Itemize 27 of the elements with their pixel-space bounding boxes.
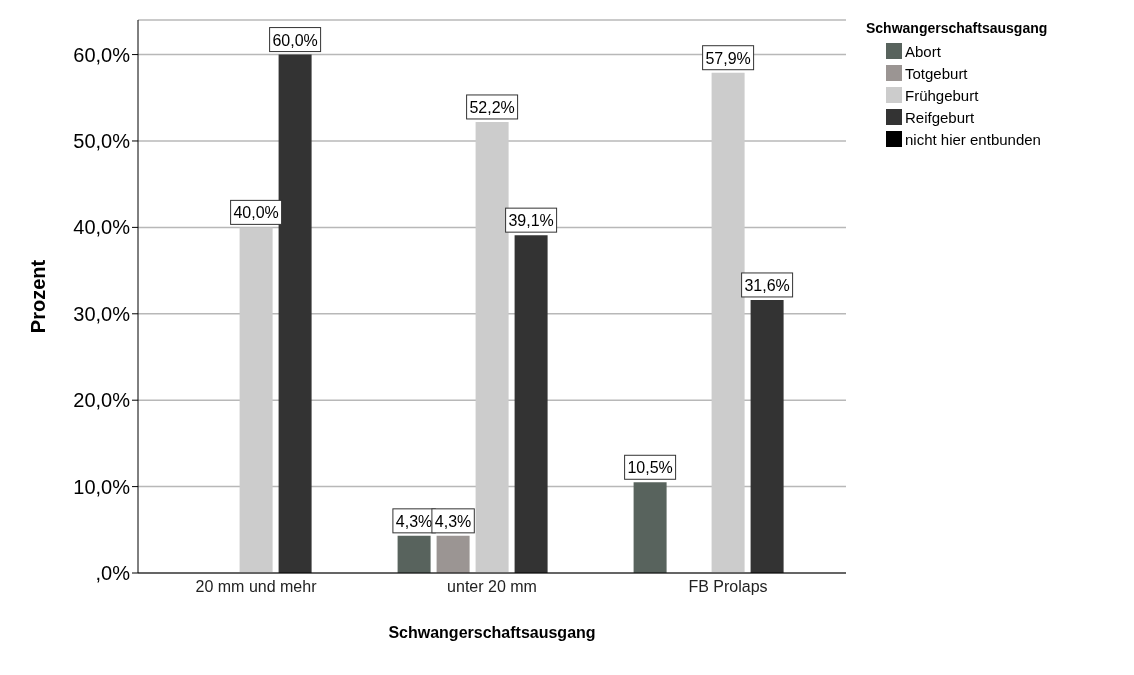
legend-label: Frühgeburt xyxy=(905,86,979,104)
legend-label: Reifgeburt xyxy=(905,108,975,126)
legend-label: Abort xyxy=(905,42,941,60)
data-label: 4,3% xyxy=(434,512,472,530)
y-tick-label: 10,0% xyxy=(73,475,131,498)
data-label: 31,6% xyxy=(744,276,790,294)
y-tick-label: 30,0% xyxy=(73,302,131,325)
y-tick-label: 50,0% xyxy=(73,130,131,153)
x-axis-title: Schwangerschaftsausgang xyxy=(388,624,596,641)
data-label: 39,1% xyxy=(508,212,554,230)
x-tick-label: 20 mm und mehr xyxy=(195,578,318,596)
x-tick-label: unter 20 mm xyxy=(447,578,537,596)
y-tick-label: ,0% xyxy=(95,562,131,585)
legend-title: Schwangerschaftsausgang xyxy=(866,20,1049,36)
data-label: 10,5% xyxy=(627,459,673,477)
data-label: 57,9% xyxy=(705,49,751,67)
data-label: 40,0% xyxy=(233,204,279,222)
y-tick-label: 60,0% xyxy=(73,43,131,66)
data-label: 4,3% xyxy=(395,512,433,530)
legend-label: Totgeburt xyxy=(905,64,968,82)
y-tick-label: 20,0% xyxy=(73,389,131,412)
x-tick-label: FB Prolaps xyxy=(688,578,768,596)
legend-label: nicht hier entbunden xyxy=(905,130,1041,148)
y-tick-label: 40,0% xyxy=(73,216,131,239)
data-label: 60,0% xyxy=(272,31,318,49)
data-label: 52,2% xyxy=(469,98,515,116)
y-axis-title: Prozent xyxy=(27,259,50,334)
